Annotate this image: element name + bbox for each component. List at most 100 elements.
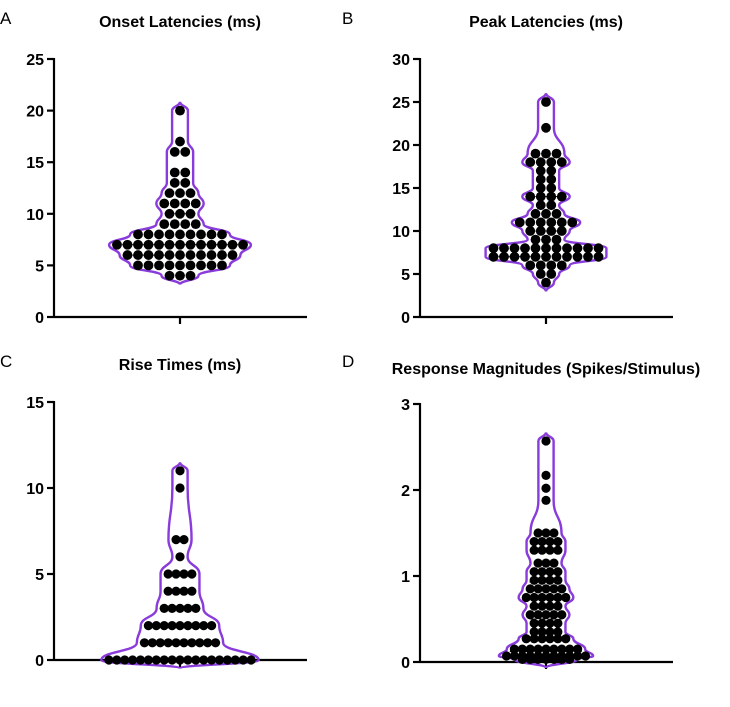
data-point bbox=[530, 234, 541, 245]
data-point bbox=[175, 208, 185, 219]
data-point bbox=[203, 638, 213, 648]
data-point bbox=[179, 569, 189, 579]
data-point bbox=[529, 618, 539, 628]
data-point bbox=[546, 217, 557, 228]
data-point bbox=[112, 239, 122, 250]
data-point bbox=[207, 655, 217, 665]
data-point bbox=[143, 260, 154, 271]
data-point bbox=[185, 229, 196, 240]
data-point bbox=[541, 436, 551, 446]
data-point bbox=[154, 239, 164, 250]
data-point bbox=[175, 105, 185, 116]
data-point bbox=[553, 634, 563, 644]
data-point bbox=[556, 260, 567, 271]
data-point bbox=[537, 575, 547, 585]
data-point bbox=[169, 198, 180, 209]
y-tick-label: 15 bbox=[392, 181, 410, 198]
data-point bbox=[190, 219, 201, 230]
data-point bbox=[530, 251, 541, 262]
data-point bbox=[488, 243, 499, 254]
violin-outline bbox=[484, 92, 608, 292]
panel-b: B Peak Latencies (ms) 0 5 10 15 20 25 30 bbox=[342, 9, 673, 327]
data-point bbox=[533, 584, 543, 594]
y-tick-label: 25 bbox=[392, 95, 410, 112]
panel-letter-d: D bbox=[342, 352, 354, 371]
data-point bbox=[171, 535, 181, 545]
data-point bbox=[546, 260, 557, 271]
data-point bbox=[210, 638, 221, 648]
data-point bbox=[143, 250, 154, 260]
data-point bbox=[541, 208, 551, 219]
data-point bbox=[551, 148, 562, 159]
y-tick-label: 20 bbox=[26, 104, 44, 121]
data-point bbox=[551, 243, 562, 254]
data-point bbox=[545, 567, 555, 577]
panel-a-title: Onset Latencies (ms) bbox=[99, 14, 261, 31]
data-point bbox=[190, 198, 201, 209]
data-point bbox=[537, 567, 547, 577]
data-point bbox=[593, 251, 604, 262]
data-point bbox=[175, 136, 185, 147]
panel-c-title: Rise Times (ms) bbox=[119, 357, 241, 374]
data-point bbox=[517, 644, 527, 654]
data-point bbox=[541, 483, 551, 493]
data-point bbox=[545, 627, 555, 637]
data-point bbox=[196, 229, 206, 240]
data-point bbox=[541, 277, 551, 288]
data-point bbox=[246, 655, 256, 665]
data-point bbox=[533, 654, 543, 665]
data-point bbox=[546, 269, 557, 279]
y-tick-label: 5 bbox=[401, 267, 410, 284]
data-point bbox=[159, 655, 169, 665]
data-point bbox=[175, 621, 185, 631]
y-tick-label: 25 bbox=[26, 52, 44, 69]
data-point bbox=[175, 483, 185, 493]
data-point bbox=[179, 638, 189, 648]
data-point bbox=[185, 239, 196, 250]
data-point bbox=[175, 603, 185, 614]
data-point bbox=[143, 229, 154, 240]
data-point bbox=[546, 191, 557, 202]
data-point bbox=[179, 586, 189, 596]
data-point bbox=[537, 601, 547, 611]
data-point bbox=[159, 603, 169, 614]
data-point bbox=[120, 655, 130, 665]
data-point bbox=[553, 567, 563, 577]
data-point bbox=[567, 217, 578, 228]
data-point bbox=[546, 200, 557, 211]
data-point bbox=[546, 174, 557, 185]
data-point bbox=[520, 251, 530, 262]
data-point bbox=[556, 226, 567, 236]
data-point bbox=[133, 229, 143, 240]
y-tick-label: 15 bbox=[26, 395, 44, 412]
data-point bbox=[530, 243, 541, 254]
data-point bbox=[541, 610, 551, 620]
data-point bbox=[155, 638, 165, 648]
data-point bbox=[169, 219, 180, 230]
data-point bbox=[562, 251, 572, 262]
data-point bbox=[541, 470, 551, 480]
data-point bbox=[541, 644, 551, 654]
data-point bbox=[230, 655, 240, 665]
data-point bbox=[553, 545, 563, 555]
data-point bbox=[206, 260, 217, 271]
data-point bbox=[549, 528, 559, 538]
data-point bbox=[546, 165, 557, 176]
data-point bbox=[191, 603, 201, 614]
data-point bbox=[164, 229, 175, 240]
data-point bbox=[525, 654, 535, 665]
data-point bbox=[164, 260, 175, 271]
y-tick-label: 1 bbox=[401, 569, 410, 586]
data-point bbox=[196, 260, 206, 271]
y-tick-label: 15 bbox=[26, 155, 44, 172]
data-point bbox=[553, 627, 563, 637]
data-point bbox=[549, 558, 559, 568]
data-point bbox=[541, 234, 551, 245]
data-point bbox=[549, 654, 559, 665]
data-point bbox=[541, 243, 551, 254]
data-point bbox=[535, 183, 546, 193]
data-point bbox=[583, 243, 593, 254]
violin-outline bbox=[107, 101, 253, 286]
data-point bbox=[167, 655, 177, 665]
